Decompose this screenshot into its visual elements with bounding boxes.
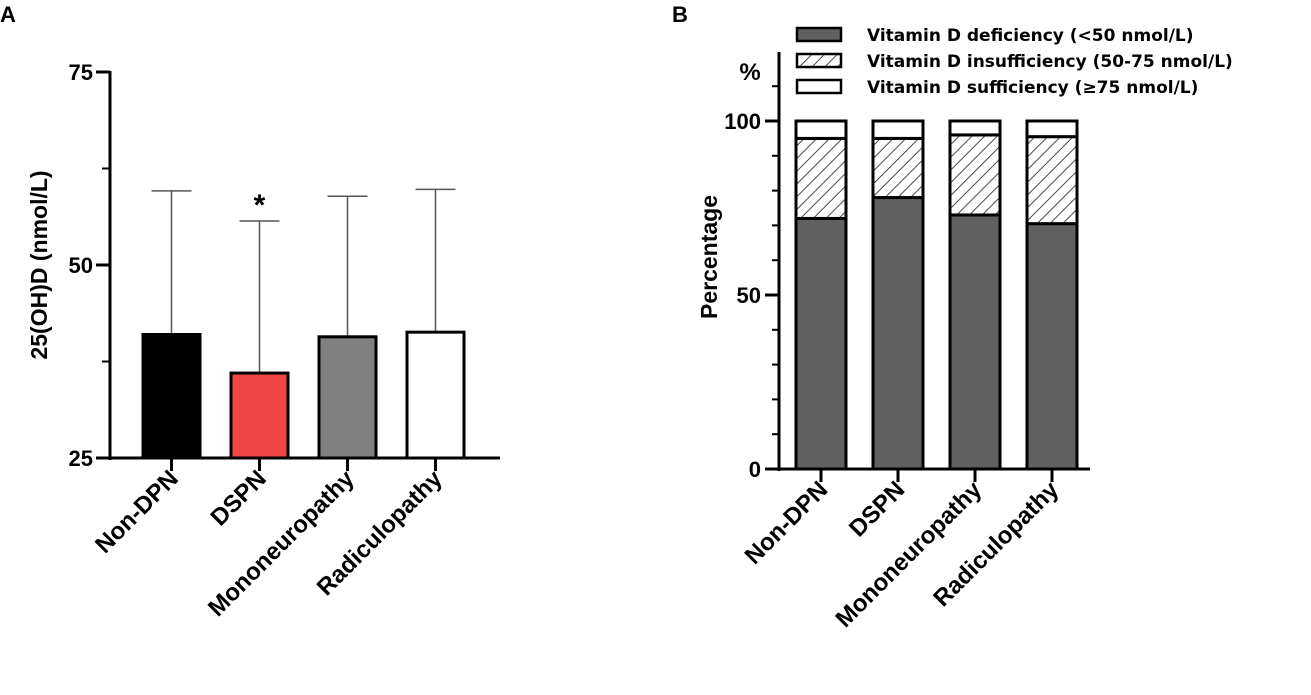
bar-radiculopathy [405, 330, 466, 460]
panel-a-x-label-mononeuropathy: Mononeuropathy [203, 465, 360, 622]
panel-a-y-tick-label-75: 75 [69, 60, 93, 85]
legend-swatch-insufficiency [795, 52, 843, 69]
panel-b-y-tick-label-50: 50 [737, 283, 761, 308]
panel-a-y-tick-label-50: 50 [69, 253, 93, 278]
legend-label-deficiency: Vitamin D deficiency (<50 nmol/L) [867, 26, 1194, 46]
panel-b-x-label-dspn: DSPN [844, 476, 910, 542]
panel-b-y-tick-label-100: 100 [724, 109, 761, 134]
panel-b-chart: % Percentage 0 50 100 Non-DPN DSPNMononeuro… [696, 26, 1233, 633]
segment-radiculopathy-sufficiency [1025, 119, 1079, 139]
segment-non-dpn-deficiency [794, 216, 848, 471]
panel-b-letter: B [672, 2, 688, 27]
panel-b-y-axis-title: Percentage [696, 195, 722, 319]
bar-non-dpn [141, 332, 202, 460]
panel-b-x-label-non-dpn: Non-DPN [740, 476, 834, 570]
bar-mononeuropathy [317, 335, 378, 460]
percent-unit-label: % [739, 59, 760, 86]
legend-label-insufficiency: Vitamin D insufficiency (50-75 nmol/L) [867, 52, 1233, 72]
panel-b-stacked-bars [794, 119, 1079, 471]
segment-radiculopathy-insufficiency [1025, 135, 1079, 226]
segment-mononeuropathy-deficiency [948, 213, 1002, 471]
panel-a-x-label-non-dpn: Non-DPN [90, 465, 184, 559]
segment-radiculopathy-deficiency [1025, 222, 1079, 471]
segment-non-dpn-insufficiency [794, 136, 848, 220]
panel-a-letter: A [0, 2, 16, 27]
panel-a-y-axis-title: 25(OH)D (nmol/L) [26, 170, 52, 359]
segment-mononeuropathy-insufficiency [948, 133, 1002, 217]
panel-a-bars [141, 330, 466, 460]
panel-b-x-label-mononeuropathy: Mononeuropathy [831, 476, 988, 633]
legend-label-sufficiency: Vitamin D sufficiency (≥75 nmol/L) [867, 78, 1198, 98]
panel-b-y-tick-label-0: 0 [749, 457, 761, 482]
panel-a-x-label-dspn: DSPN [205, 465, 271, 531]
segment-dspn-sufficiency [871, 119, 925, 140]
legend-swatch-sufficiency [795, 78, 843, 95]
legend-swatch-deficiency [795, 26, 843, 43]
bar-dspn [229, 371, 290, 460]
panel-a-y-tick-label-25: 25 [69, 446, 93, 471]
segment-non-dpn-sufficiency [794, 119, 848, 140]
panel-a-error-bars [151, 188, 456, 374]
significance-asterisk: * [254, 189, 266, 222]
segment-dspn-insufficiency [871, 136, 925, 200]
segment-dspn-deficiency [871, 196, 925, 471]
segment-mononeuropathy-sufficiency [948, 119, 1002, 137]
panel-b-legend: Vitamin D deficiency (<50 nmol/L) Vitamin… [795, 26, 1233, 98]
